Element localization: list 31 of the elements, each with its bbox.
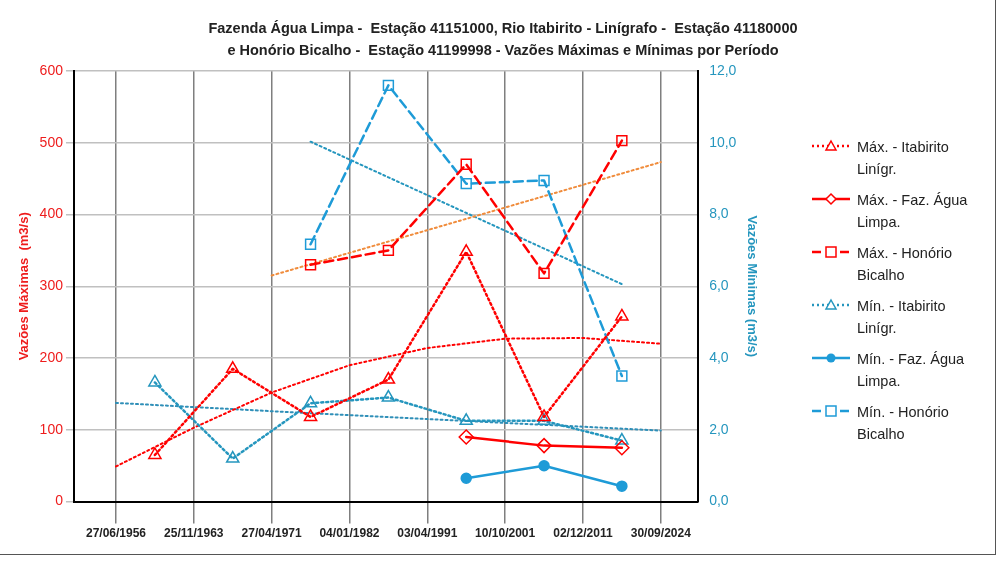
x-tick-label: 10/10/2001: [475, 526, 536, 541]
y-tick-label: 200: [39, 348, 64, 365]
chart-title: Fazenda Água Limpa - Estação 41151000, Rio Itabirito - Linígrafo - Estação 41180000 e Honório Bicalho - Estação 41199998 - Vazões Máximas e Mínimas por Período: [208, 19, 798, 60]
x-tick-label: 30/09/2024: [630, 526, 692, 541]
y2-tick-label: 12,0: [709, 61, 737, 78]
y2-tick-label: 10,0: [709, 133, 737, 150]
legend-label: Mín. - Honório Bicalho: [857, 403, 950, 444]
legend-label: Máx. - Honório Bicalho: [857, 244, 954, 285]
y-tick-label: 500: [39, 133, 64, 150]
y-tick-label: 100: [39, 420, 64, 437]
y-tick-label: 300: [39, 277, 64, 294]
y2-axis-title: Vazões Mínimas (m3/s): [744, 215, 760, 358]
y2-tick-label: 6,0: [709, 277, 729, 294]
legend-label: Mín. - Faz. Água Limpa.: [857, 350, 966, 391]
y2-tick-label: 2,0: [709, 420, 729, 437]
y2-tick-label: 8,0: [709, 205, 729, 222]
legend-label: Máx. - Faz. Água Limpa.: [857, 191, 969, 232]
x-tick-label: 25/11/1963: [164, 526, 224, 541]
y2-tick-label: 4,0: [709, 348, 729, 365]
y2-tick-label: 0,0: [709, 492, 729, 509]
y-tick-label: 0: [55, 492, 64, 509]
y-tick-label: 400: [39, 205, 64, 222]
x-tick-label: 04/01/1982: [319, 526, 380, 541]
legend-label: Mín. - Itabirito Linígr.: [857, 297, 947, 338]
x-tick-label: 02/12/2011: [553, 526, 613, 541]
x-tick-label: 27/04/1971: [241, 526, 302, 541]
y-axis-title: Vazões Máximas (m3/s): [16, 212, 32, 361]
x-tick-label: 27/06/1956: [85, 526, 147, 541]
x-tick-label: 03/04/1991: [397, 526, 458, 541]
y-tick-label: 600: [39, 61, 64, 78]
legend-label: Máx. - Itabirito Linígr.: [857, 138, 950, 179]
